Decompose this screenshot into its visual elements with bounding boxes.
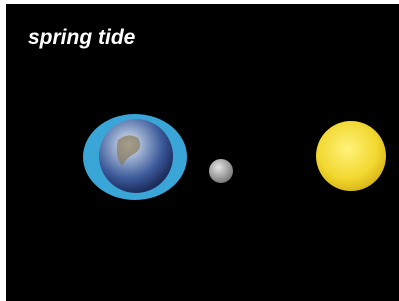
moon [209,159,233,183]
diagram: spring tide [0,0,399,301]
title: spring tide [28,26,136,49]
sun [316,121,386,191]
page: spring tide (() => { const data = JSON.p… [0,0,399,301]
earth [99,119,173,193]
